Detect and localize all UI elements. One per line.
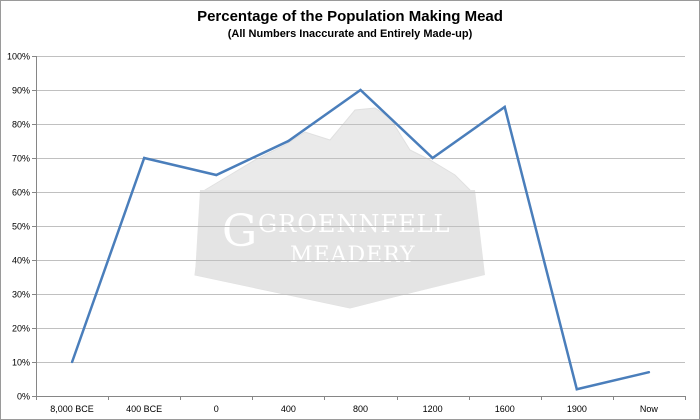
data-point	[647, 371, 651, 374]
x-tick-label: 1900	[567, 404, 587, 414]
y-tick-label: 20%	[12, 324, 30, 334]
y-tick-label: 0%	[17, 392, 30, 402]
data-point	[287, 139, 290, 143]
y-tick-label: 10%	[12, 358, 30, 368]
data-point	[215, 173, 218, 177]
x-tick-label: 800	[353, 404, 368, 414]
data-point	[431, 156, 434, 160]
axes	[36, 56, 685, 397]
data-point	[575, 388, 579, 391]
series-layer	[70, 88, 651, 391]
y-tick-label: 60%	[12, 188, 30, 198]
x-tick-label: Now	[640, 404, 659, 414]
x-tick-label: 8,000 BCE	[50, 404, 94, 414]
x-tick-label: 1200	[423, 404, 443, 414]
y-tick-label: 40%	[12, 256, 30, 266]
watermark-banner-shape	[195, 190, 485, 308]
data-point	[142, 156, 146, 160]
watermark-brand-line2: MEADERY	[290, 243, 416, 268]
y-tick-label: 80%	[12, 120, 30, 130]
y-tick-label: 100%	[7, 52, 30, 62]
data-point	[70, 360, 74, 364]
y-axis-ticks: 0% 10% 20% 30% 40% 50% 60% 70% 80% 90% 100%	[7, 52, 36, 402]
y-tick-label: 90%	[12, 86, 30, 96]
y-tick-label: 70%	[12, 154, 30, 164]
watermark-monogram: G	[222, 206, 257, 257]
chart-subtitle: (All Numbers Inaccurate and Entirely Mad…	[227, 28, 473, 40]
data-point	[503, 105, 506, 109]
x-tick-label: 400	[281, 404, 296, 414]
chart-title: Percentage of the Population Making Mead	[197, 8, 503, 25]
x-tick-label: 0	[214, 404, 219, 414]
y-tick-label: 30%	[12, 290, 30, 300]
x-axis-ticks: 8,000 BCE 400 BCE 0 400 800 1200 1600 1900 Now	[36, 396, 686, 414]
watermark-brand-line1: GROENNFELL	[258, 210, 450, 238]
x-tick-label: 400 BCE	[126, 404, 162, 414]
groennfell-meadery-watermark: G GROENNFELL MEADERY	[194, 107, 485, 309]
y-tick-label: 50%	[12, 222, 30, 232]
x-tick-label: 1600	[495, 404, 515, 414]
data-point	[359, 88, 362, 92]
